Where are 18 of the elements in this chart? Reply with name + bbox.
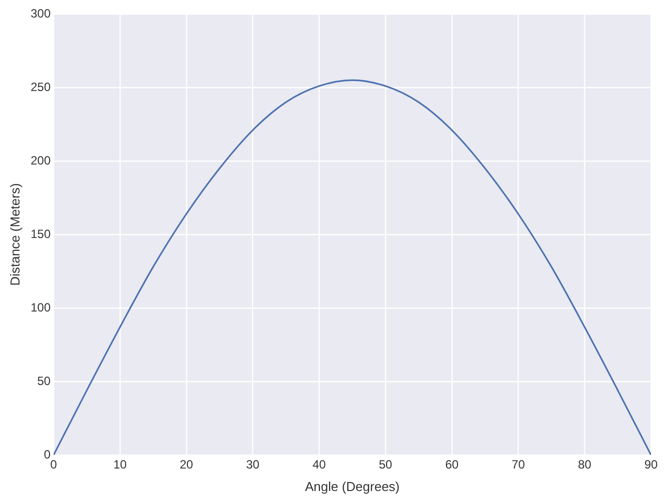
y-tick-label: 200: [30, 153, 51, 168]
x-tick-label: 20: [180, 458, 194, 472]
y-tick-label: 0: [44, 447, 51, 462]
y-tick-label: 100: [30, 300, 51, 314]
x-axis-title: Angle (Degrees): [304, 478, 400, 494]
x-tick-label: 50: [378, 458, 392, 472]
x-tick-label: 30: [246, 458, 260, 472]
x-tick-label: 60: [445, 458, 459, 472]
x-tick-label: 80: [578, 458, 592, 472]
y-axis-title: Distance (Meters): [7, 183, 22, 286]
y-tick-label: 250: [30, 80, 51, 94]
x-tick-label: 10: [113, 458, 127, 472]
y-tick-label: 150: [30, 226, 51, 241]
x-tick-label: 40: [312, 458, 326, 472]
x-tick-label: 90: [644, 458, 658, 472]
y-tick-label: 300: [30, 6, 51, 20]
y-tick-label: 50: [37, 374, 51, 388]
x-tick-label: 70: [512, 458, 526, 472]
